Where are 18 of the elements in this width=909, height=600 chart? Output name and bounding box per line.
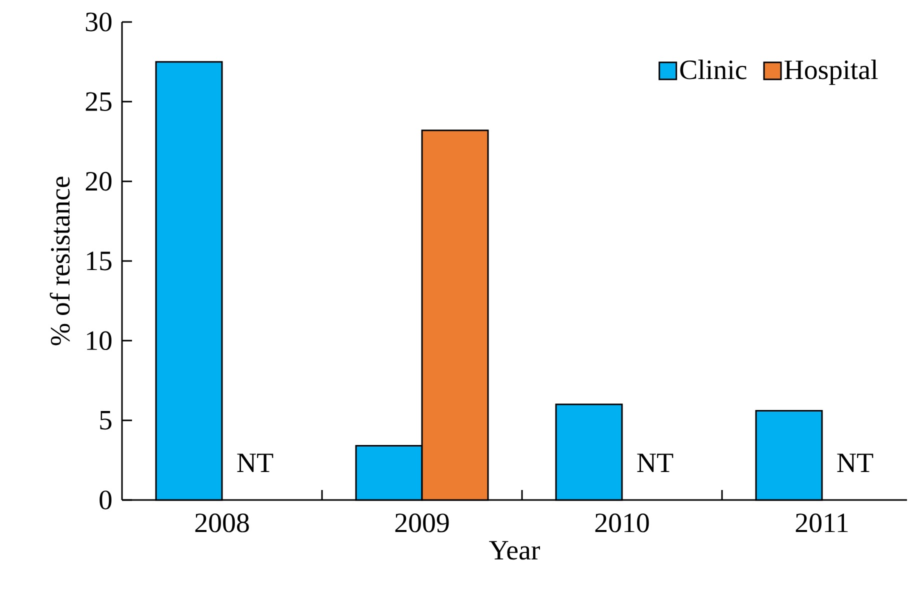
legend-label: Hospital (784, 60, 878, 85)
text: NT (637, 454, 674, 472)
text: NT (837, 454, 874, 472)
y-tick-label: 5 (100, 411, 112, 430)
x-tick-label: 2011 (796, 513, 848, 532)
y-tick-label: 20 (86, 172, 112, 191)
x-tick-label: 2009 (395, 513, 449, 532)
text: NT (237, 454, 274, 472)
y-tick-label: 30 (86, 12, 112, 32)
y-tick-label: 15 (87, 252, 112, 270)
y-tick-label: 25 (86, 92, 112, 112)
y-tick-label: 10 (87, 331, 112, 350)
y-axis-title: % of resistance (50, 176, 70, 346)
x-axis-title: Year (489, 541, 540, 560)
x-tick-label: 2008 (195, 513, 249, 532)
y-tick-label: 0 (100, 490, 112, 510)
legend-label: Clinic (680, 60, 746, 80)
x-tick-label: 2010 (595, 513, 649, 532)
